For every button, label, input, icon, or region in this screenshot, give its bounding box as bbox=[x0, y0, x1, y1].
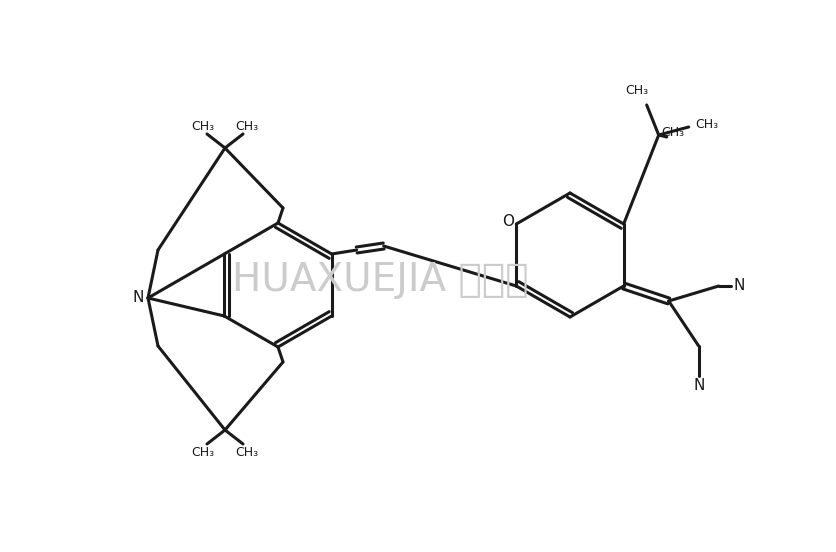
Text: N: N bbox=[693, 379, 705, 394]
Text: CH₃: CH₃ bbox=[236, 119, 258, 132]
Text: O: O bbox=[502, 215, 514, 230]
Text: CH₃: CH₃ bbox=[191, 445, 215, 459]
Text: HUAXUEJIA 化学加: HUAXUEJIA 化学加 bbox=[232, 261, 528, 299]
Text: N: N bbox=[733, 279, 744, 294]
Text: CH₃: CH₃ bbox=[661, 126, 684, 140]
Text: CH₃: CH₃ bbox=[695, 119, 718, 131]
Text: CH₃: CH₃ bbox=[191, 119, 215, 132]
Text: N: N bbox=[132, 290, 144, 305]
Text: CH₃: CH₃ bbox=[236, 445, 258, 459]
Text: CH₃: CH₃ bbox=[625, 84, 648, 98]
